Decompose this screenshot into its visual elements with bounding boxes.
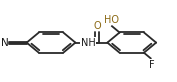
Text: HO: HO xyxy=(104,15,119,25)
Text: F: F xyxy=(149,60,154,70)
Text: O: O xyxy=(93,20,101,31)
Text: N: N xyxy=(1,38,8,48)
Text: NH: NH xyxy=(81,38,96,48)
